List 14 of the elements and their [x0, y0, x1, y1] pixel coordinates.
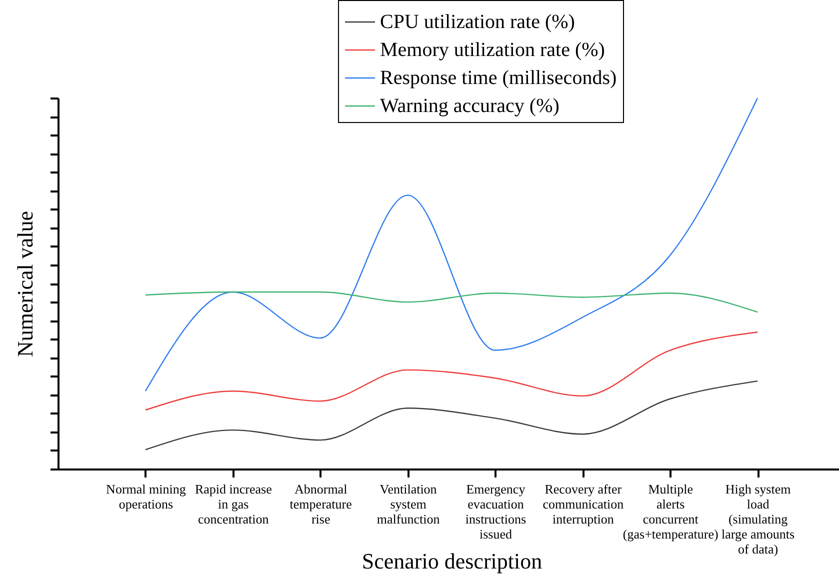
x-tick-label: Ventilation system malfunction: [376, 482, 440, 526]
legend-label: Warning accuracy (%): [380, 95, 560, 117]
x-tick-label: Emergency evacuation instructions issued: [465, 482, 526, 542]
legend-label: CPU utilization rate (%): [380, 11, 575, 33]
legend-label: Memory utilization rate (%): [380, 39, 605, 61]
x-tick-label: Abnormal temperature rise: [290, 482, 352, 526]
y-axis-title: Numerical value: [12, 211, 38, 357]
legend-label: Response time (milliseconds): [380, 67, 617, 89]
x-tick-label: High system load (simulating large amounts of data): [722, 482, 795, 556]
x-axis-title: Scenario description: [362, 548, 542, 574]
x-tick-label: Recovery after communication interruption: [542, 482, 624, 526]
x-tick-label: Rapid increase in gas concentration: [194, 482, 272, 526]
x-tick-label: Normal mining operations: [106, 482, 186, 512]
x-tick-label: Multiple alerts concurrent (gas+temperature): [622, 482, 718, 542]
